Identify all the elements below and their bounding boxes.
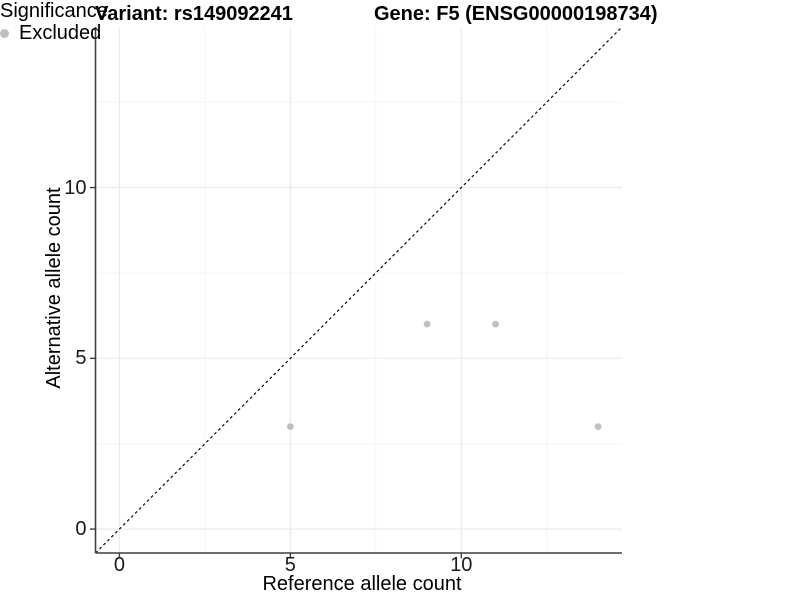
legend-item-excluded: Excluded — [0, 22, 108, 44]
x-tick-label: 10 — [450, 554, 473, 576]
x-tick-label: 0 — [113, 554, 125, 576]
identity-reference-line — [95, 26, 623, 554]
y-tick-label: 0 — [75, 518, 87, 541]
legend-point-icon — [0, 28, 9, 38]
x-axis-label: Reference allele count — [262, 573, 462, 595]
y-tick-label: 10 — [64, 176, 87, 199]
legend-title: Significance — [0, 0, 108, 22]
x-tick-label: 5 — [284, 554, 296, 576]
data-point — [286, 423, 294, 431]
legend: Significance Excluded — [0, 0, 108, 44]
plot-title-gene: Gene: F5 (ENSG00000198734) — [374, 3, 658, 25]
y-tick-label: 5 — [75, 347, 87, 370]
data-point — [492, 320, 499, 328]
data-point — [423, 320, 431, 328]
data-point — [594, 423, 602, 431]
legend-item-label: Excluded — [19, 22, 102, 44]
plot-title-variant: Variant: rs149092241 — [95, 3, 293, 25]
